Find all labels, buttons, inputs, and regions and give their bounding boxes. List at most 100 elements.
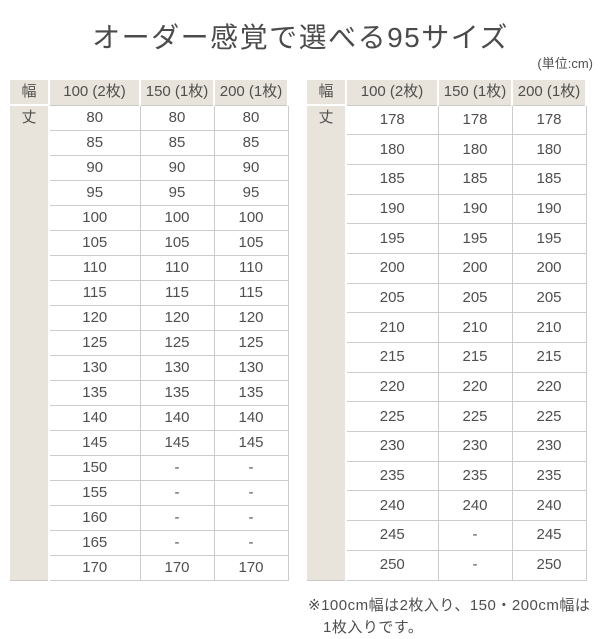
table-row: 170 170 170 xyxy=(9,554,289,581)
table-row: 130 130 130 xyxy=(9,354,289,381)
size-cell: 178 xyxy=(345,104,439,136)
size-cell: 140 xyxy=(213,404,289,431)
size-cell: 200 xyxy=(511,252,587,284)
size-cell: 90 xyxy=(139,154,215,181)
size-cell: 205 xyxy=(437,282,513,314)
size-cell: 240 xyxy=(511,490,587,522)
table-row: 235 235 235 xyxy=(306,460,587,492)
col-header-100: 100 (2枚) xyxy=(48,78,141,106)
size-cell: 80 xyxy=(213,104,289,131)
table-row: 250-250 xyxy=(306,549,587,581)
size-cell: 100 xyxy=(48,204,141,231)
size-cell: 125 xyxy=(213,329,289,356)
size-cell: - xyxy=(139,454,215,481)
table-row: 160- - xyxy=(9,504,289,531)
size-cell: 180 xyxy=(511,134,587,165)
size-cell: 220 xyxy=(345,371,439,403)
size-cell: 130 xyxy=(139,354,215,381)
size-cell: 190 xyxy=(511,193,587,225)
size-cell: 170 xyxy=(213,554,289,581)
size-cell: 170 xyxy=(48,554,141,581)
size-cell: 220 xyxy=(511,371,587,403)
size-cell: 185 xyxy=(511,163,587,195)
size-cell: 90 xyxy=(213,154,289,181)
size-cell: 115 xyxy=(48,279,141,306)
size-cell: 200 xyxy=(345,252,439,284)
size-cell: 185 xyxy=(345,163,439,195)
size-cell: 180 xyxy=(437,134,513,165)
table-row: 140 140 140 xyxy=(9,404,289,431)
size-cell: 85 xyxy=(48,129,141,156)
size-cell: 210 xyxy=(437,312,513,343)
table-row: 125 125 125 xyxy=(9,329,289,356)
size-cell: 85 xyxy=(213,129,289,156)
table-row: 210 210 210 xyxy=(306,312,587,343)
size-cell: - xyxy=(139,504,215,531)
table-row: 95 95 95 xyxy=(9,179,289,206)
size-cell: 190 xyxy=(345,193,439,225)
size-cell: 160 xyxy=(48,504,141,531)
table-row: 245-245 xyxy=(306,520,587,551)
footnote-line-2: 1枚入りです。 xyxy=(323,618,424,636)
size-cell: 120 xyxy=(139,304,215,331)
size-cell: 225 xyxy=(345,401,439,433)
table-row: 190 190 190 xyxy=(306,193,587,225)
table-row: 185 185 185 xyxy=(306,163,587,195)
size-cell: 178 xyxy=(437,104,513,136)
table-row: 220 220 220 xyxy=(306,371,587,403)
size-cell: 145 xyxy=(48,429,141,456)
col-header-150: 150 (1枚) xyxy=(139,78,215,106)
size-chart-page: オーダー感覚で選べる95サイズ (単位:cm) 幅 100 (2枚) 150 (… xyxy=(8,22,593,636)
table-row: 100 100 100 xyxy=(9,204,289,231)
size-cell: 120 xyxy=(213,304,289,331)
size-cell: 240 xyxy=(437,490,513,522)
size-cell: 95 xyxy=(48,179,141,206)
size-cell: 235 xyxy=(437,460,513,492)
table-row: 180 180 180 xyxy=(306,134,587,165)
size-table-right: 幅 100 (2枚) 150 (1枚) 200 (1枚) 丈 178 178 178 1… xyxy=(305,78,587,581)
size-cell: 185 xyxy=(437,163,513,195)
size-cell: 155 xyxy=(48,479,141,506)
size-cell: 230 xyxy=(511,431,587,462)
size-cell: 205 xyxy=(511,282,587,314)
size-cell: 95 xyxy=(213,179,289,206)
table-row: 85 85 85 xyxy=(9,129,289,156)
size-cell: 130 xyxy=(48,354,141,381)
size-cell: 85 xyxy=(139,129,215,156)
size-cell: 220 xyxy=(437,371,513,403)
table-row: 丈 80 80 80 xyxy=(8,104,289,581)
size-cell: 125 xyxy=(139,329,215,356)
col-header-width: 幅 xyxy=(305,78,347,106)
size-cell: - xyxy=(437,520,513,551)
size-cell: 80 xyxy=(48,104,141,131)
footnote-line-1: ※100cm幅は2枚入り、150・200cm幅は xyxy=(308,596,591,614)
table-row: 200 200 200 xyxy=(306,252,587,284)
size-cell: 115 xyxy=(139,279,215,306)
size-cell: 110 xyxy=(139,254,215,281)
size-cell: 150 xyxy=(48,454,141,481)
size-cell: 215 xyxy=(437,342,513,373)
table-row: 240 240 240 xyxy=(306,490,587,522)
row-header-length: 丈 xyxy=(8,104,50,581)
size-cell: 230 xyxy=(345,431,439,462)
table-row: 205 205 205 xyxy=(306,282,587,314)
col-header-200: 200 (1枚) xyxy=(213,78,289,106)
size-cell: 190 xyxy=(437,193,513,225)
col-header-width: 幅 xyxy=(8,78,50,106)
size-cell: 135 xyxy=(48,379,141,406)
table-row: 195 195 195 xyxy=(306,223,587,254)
table-row: 115 115 115 xyxy=(9,279,289,306)
size-cell: 90 xyxy=(48,154,141,181)
page-title: オーダー感覚で選べる95サイズ xyxy=(92,22,509,53)
size-cell: 105 xyxy=(139,229,215,256)
size-cell: 215 xyxy=(511,342,587,373)
size-cell: 135 xyxy=(139,379,215,406)
size-cell: 178 xyxy=(511,104,587,136)
size-cell: 200 xyxy=(437,252,513,284)
size-cell: 195 xyxy=(345,223,439,254)
row-header-length: 丈 xyxy=(305,104,347,581)
size-cell: 250 xyxy=(511,549,587,581)
size-cell: 105 xyxy=(213,229,289,256)
size-cell: - xyxy=(139,529,215,556)
table-row: 105 105 105 xyxy=(9,229,289,256)
